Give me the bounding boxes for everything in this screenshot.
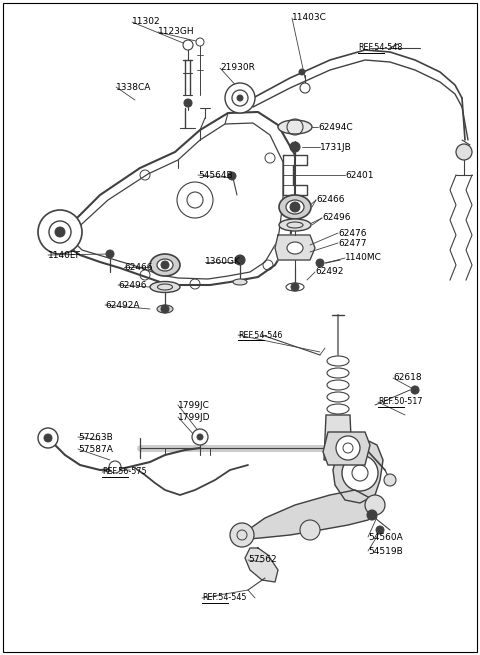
Ellipse shape xyxy=(286,200,304,214)
Text: 62492: 62492 xyxy=(315,267,343,276)
Circle shape xyxy=(109,461,121,473)
Text: 1731JB: 1731JB xyxy=(320,143,352,151)
Ellipse shape xyxy=(287,242,303,254)
Ellipse shape xyxy=(327,368,349,378)
Circle shape xyxy=(376,526,384,534)
Circle shape xyxy=(300,520,320,540)
Ellipse shape xyxy=(157,305,173,313)
Text: REF.54-548: REF.54-548 xyxy=(358,43,402,52)
Circle shape xyxy=(342,455,378,491)
Ellipse shape xyxy=(327,404,349,414)
Circle shape xyxy=(228,172,236,180)
Circle shape xyxy=(55,227,65,237)
Text: REF.56-575: REF.56-575 xyxy=(102,468,146,476)
Circle shape xyxy=(411,386,419,394)
Text: 1799JD: 1799JD xyxy=(178,413,211,422)
Circle shape xyxy=(365,495,385,515)
Circle shape xyxy=(336,436,360,460)
Text: 1140MC: 1140MC xyxy=(345,253,382,263)
Text: 62496: 62496 xyxy=(322,214,350,223)
Text: 57263B: 57263B xyxy=(78,432,113,441)
Text: 54519B: 54519B xyxy=(368,546,403,555)
Ellipse shape xyxy=(286,283,304,291)
Circle shape xyxy=(184,99,192,107)
Text: 21930R: 21930R xyxy=(220,64,255,73)
Text: 62477: 62477 xyxy=(338,238,367,248)
Circle shape xyxy=(316,259,324,267)
Polygon shape xyxy=(333,437,383,503)
Polygon shape xyxy=(324,415,352,460)
Text: 62466: 62466 xyxy=(124,263,153,272)
Circle shape xyxy=(384,474,396,486)
Text: 62476: 62476 xyxy=(338,229,367,238)
Circle shape xyxy=(290,202,300,212)
Circle shape xyxy=(300,83,310,93)
Ellipse shape xyxy=(327,356,349,366)
Text: 11403C: 11403C xyxy=(292,14,327,22)
Polygon shape xyxy=(275,235,315,260)
Text: 11302: 11302 xyxy=(132,18,161,26)
Ellipse shape xyxy=(279,219,311,231)
Text: REF.50-517: REF.50-517 xyxy=(378,398,422,407)
Circle shape xyxy=(230,523,254,547)
Circle shape xyxy=(237,95,243,101)
Circle shape xyxy=(367,510,377,520)
Circle shape xyxy=(106,250,114,258)
Circle shape xyxy=(456,144,472,160)
Circle shape xyxy=(38,428,58,448)
Circle shape xyxy=(177,182,213,218)
Text: 62618: 62618 xyxy=(393,373,421,383)
Polygon shape xyxy=(323,432,370,465)
Text: 57562: 57562 xyxy=(248,555,276,565)
Circle shape xyxy=(161,305,169,313)
Ellipse shape xyxy=(327,380,349,390)
Text: 1140EF: 1140EF xyxy=(48,250,82,259)
Polygon shape xyxy=(238,490,380,540)
Ellipse shape xyxy=(279,195,311,219)
Ellipse shape xyxy=(150,254,180,276)
Circle shape xyxy=(183,40,193,50)
Text: 62466: 62466 xyxy=(316,195,345,204)
Circle shape xyxy=(291,283,299,291)
Circle shape xyxy=(299,69,305,75)
Circle shape xyxy=(196,38,204,46)
Circle shape xyxy=(161,261,169,269)
Ellipse shape xyxy=(233,279,247,285)
Text: 1338CA: 1338CA xyxy=(116,83,151,92)
Text: 54560A: 54560A xyxy=(368,533,403,542)
Text: 57587A: 57587A xyxy=(78,445,113,453)
Circle shape xyxy=(197,434,203,440)
Text: REF.54-546: REF.54-546 xyxy=(238,331,282,339)
Circle shape xyxy=(225,83,255,113)
Text: 1360GK: 1360GK xyxy=(205,257,241,267)
Polygon shape xyxy=(245,548,278,582)
Circle shape xyxy=(290,142,300,152)
Text: 62496: 62496 xyxy=(118,280,146,290)
Ellipse shape xyxy=(157,259,173,271)
Text: 62401: 62401 xyxy=(345,170,373,179)
Circle shape xyxy=(44,434,52,442)
Text: 62492A: 62492A xyxy=(105,301,140,310)
Text: 1123GH: 1123GH xyxy=(158,28,194,37)
Text: 62494C: 62494C xyxy=(318,122,353,132)
Ellipse shape xyxy=(278,120,312,134)
Ellipse shape xyxy=(150,282,180,293)
Text: 1799JC: 1799JC xyxy=(178,400,210,409)
Text: 54564B: 54564B xyxy=(198,170,233,179)
Circle shape xyxy=(38,210,82,254)
Text: REF.54-545: REF.54-545 xyxy=(202,593,247,603)
Circle shape xyxy=(235,255,245,265)
Circle shape xyxy=(192,429,208,445)
Ellipse shape xyxy=(327,392,349,402)
